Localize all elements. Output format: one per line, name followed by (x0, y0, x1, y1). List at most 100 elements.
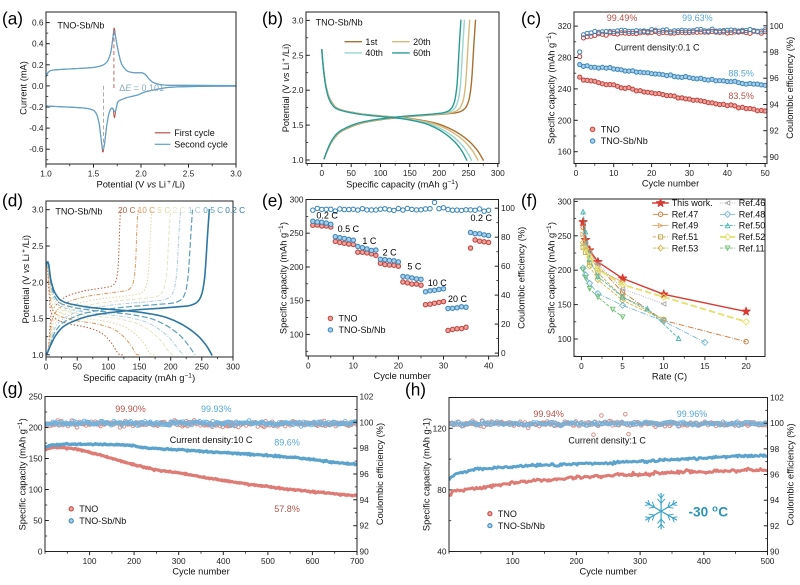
svg-text:99.63%: 99.63% (682, 13, 713, 23)
svg-text:TNO: TNO (79, 504, 98, 514)
svg-text:400: 400 (697, 556, 711, 566)
svg-text:Cycle number: Cycle number (374, 371, 431, 381)
svg-text:20 C: 20 C (448, 294, 468, 304)
svg-text:TNO-Sb/Nb: TNO-Sb/Nb (57, 20, 104, 30)
svg-text:83.5%: 83.5% (728, 91, 754, 101)
svg-text:Coulombic efficiency (%): Coulombic efficiency (%) (785, 37, 795, 139)
svg-text:Specific capacity (mAh g)−1: Specific capacity (mAh g)−1 (17, 418, 27, 530)
svg-text:2.5: 2.5 (32, 241, 44, 251)
svg-text:57.8%: 57.8% (274, 504, 300, 514)
svg-text:TNO-Sb/Nb: TNO-Sb/Nb (498, 521, 545, 531)
svg-text:500: 500 (261, 556, 275, 566)
svg-text:3.0: 3.0 (292, 15, 304, 25)
svg-text:94: 94 (770, 100, 780, 110)
svg-text:700: 700 (350, 556, 364, 566)
svg-text:250: 250 (462, 168, 476, 178)
svg-text:100: 100 (290, 329, 304, 339)
svg-text:100: 100 (558, 334, 572, 344)
svg-text:200: 200 (29, 423, 43, 433)
svg-text:250: 250 (290, 228, 304, 238)
svg-text:1 C: 1 C (362, 236, 377, 246)
svg-text:Specific capacity (mAh g)−1: Specific capacity (mAh g)−1 (278, 222, 288, 334)
svg-text:300: 300 (290, 195, 304, 205)
svg-text:This work.: This work. (672, 198, 713, 208)
svg-text:Current density:1 C: Current density:1 C (568, 436, 646, 446)
svg-text:0: 0 (38, 547, 43, 557)
svg-text:300: 300 (491, 168, 505, 178)
svg-text:92: 92 (770, 126, 780, 136)
svg-text:10: 10 (609, 168, 619, 178)
svg-text:0: 0 (306, 361, 311, 371)
svg-text:120: 120 (433, 423, 447, 433)
svg-text:10 C: 10 C (428, 278, 448, 288)
svg-text:Ref.47: Ref.47 (672, 210, 699, 220)
svg-text:TNO: TNO (339, 314, 358, 324)
svg-text:96: 96 (770, 470, 780, 480)
svg-text:20th: 20th (413, 37, 431, 47)
svg-text:20: 20 (501, 319, 511, 329)
svg-text:0.4: 0.4 (32, 39, 44, 49)
svg-text:2.0: 2.0 (32, 277, 44, 287)
svg-text:(e): (e) (262, 191, 283, 211)
svg-text:Coulombic efficiency (%): Coulombic efficiency (%) (375, 423, 385, 525)
svg-text:40: 40 (723, 168, 733, 178)
svg-text:30: 30 (685, 168, 695, 178)
svg-text:TNO-Sb/Nb: TNO-Sb/Nb (339, 325, 386, 335)
svg-text:0: 0 (319, 168, 324, 178)
svg-text:Cycle number: Cycle number (642, 179, 699, 189)
svg-text:20: 20 (741, 361, 751, 371)
svg-text:0.2 C: 0.2 C (471, 213, 493, 223)
svg-text:1.5: 1.5 (32, 314, 44, 324)
svg-text:200: 200 (290, 262, 304, 272)
svg-text:50: 50 (73, 362, 83, 372)
svg-text:20 C: 20 C (118, 205, 136, 215)
svg-text:40: 40 (484, 361, 494, 371)
svg-text:92: 92 (360, 521, 370, 531)
svg-text:3.0: 3.0 (230, 169, 242, 179)
svg-text:2.0: 2.0 (135, 169, 147, 179)
svg-text:300: 300 (633, 556, 647, 566)
svg-text:60: 60 (501, 261, 511, 271)
svg-text:100: 100 (101, 362, 115, 372)
svg-text:20: 20 (394, 361, 404, 371)
svg-text:102: 102 (770, 393, 784, 403)
svg-text:TNO-Sb/Nb: TNO-Sb/Nb (79, 516, 126, 526)
svg-text:99.49%: 99.49% (607, 13, 638, 23)
svg-text:Current density:0.1 C: Current density:0.1 C (615, 43, 701, 53)
svg-text:Ref.11: Ref.11 (739, 243, 765, 253)
svg-text:3.0: 3.0 (32, 205, 44, 215)
svg-text:40: 40 (501, 290, 511, 300)
svg-text:200: 200 (164, 362, 178, 372)
svg-text:-0.6: -0.6 (29, 144, 44, 154)
svg-text:30: 30 (439, 361, 449, 371)
svg-text:TNO-Sb/Nb: TNO-Sb/Nb (601, 136, 648, 146)
svg-text:Ref.46: Ref.46 (739, 198, 766, 208)
svg-text:10 C: 10 C (138, 205, 156, 215)
svg-text:20: 20 (647, 168, 657, 178)
svg-text:0.5 C: 0.5 C (338, 224, 360, 234)
svg-text:150: 150 (290, 296, 304, 306)
svg-text:Potential (V Li/Li)vs+: Potential (V Li/Li)vs+ (281, 44, 291, 133)
svg-text:240: 240 (558, 84, 572, 94)
svg-text:250: 250 (29, 392, 43, 402)
svg-text:Coulombic efficiency (%): Coulombic efficiency (%) (786, 423, 796, 525)
svg-text:200: 200 (127, 556, 141, 566)
svg-text:1.0: 1.0 (32, 350, 44, 360)
svg-text:100: 100 (83, 556, 97, 566)
svg-text:280: 280 (558, 53, 572, 63)
svg-text:98: 98 (770, 47, 780, 57)
svg-text:2.0: 2.0 (292, 85, 304, 95)
svg-text:Ref.48: Ref.48 (739, 210, 766, 220)
svg-text:Rate (C): Rate (C) (652, 372, 687, 382)
svg-text:0.2 C: 0.2 C (316, 210, 338, 220)
svg-text:0.2 C: 0.2 C (225, 205, 245, 215)
svg-text:1.0: 1.0 (292, 155, 304, 165)
svg-text:98: 98 (360, 443, 370, 453)
svg-text:500: 500 (761, 556, 775, 566)
svg-text:50: 50 (347, 168, 357, 178)
svg-text:300: 300 (558, 196, 572, 206)
svg-text:(g): (g) (2, 379, 23, 399)
svg-text:(a): (a) (2, 9, 23, 29)
svg-text:0: 0 (574, 168, 579, 178)
svg-text:40: 40 (437, 547, 447, 557)
